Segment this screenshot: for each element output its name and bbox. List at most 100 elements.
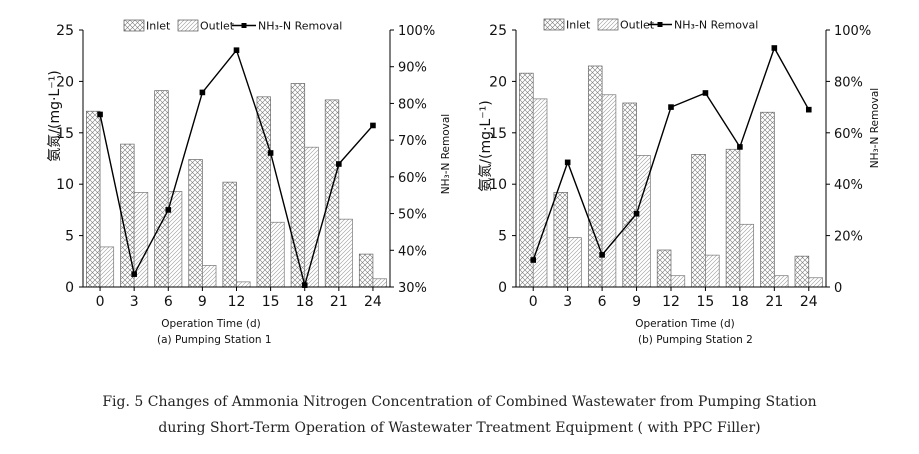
y-tick-label: 5 bbox=[498, 229, 507, 245]
y-tick-label: 10 bbox=[56, 177, 74, 193]
removal-marker-day-3 bbox=[564, 159, 571, 166]
bar-outlet-day-15 bbox=[705, 254, 720, 288]
x-tick-label: 24 bbox=[800, 294, 818, 310]
bar-outlet-day-12 bbox=[236, 281, 251, 288]
y-axis-title: 氨氮/(mg·L⁻¹) bbox=[47, 70, 63, 161]
x-axis-title: Operation Time (d) bbox=[161, 318, 260, 330]
x-tick-label: 15 bbox=[697, 294, 715, 310]
x-tick-label: 0 bbox=[529, 294, 538, 310]
x-tick-label: 15 bbox=[262, 294, 280, 310]
removal-marker-day-15 bbox=[267, 150, 274, 156]
removal-marker-day-0 bbox=[97, 111, 103, 118]
x-tick-label: 21 bbox=[765, 294, 783, 310]
y2-tick-label: 100% bbox=[834, 24, 871, 39]
bar-inlet-day-15 bbox=[256, 96, 271, 288]
legend-label-outlet: Outlet bbox=[620, 19, 655, 32]
removal-marker-day-6 bbox=[165, 207, 172, 213]
panel-subtitle: (a) Pumping Station 1 bbox=[157, 334, 272, 346]
y-tick-label: 25 bbox=[56, 23, 74, 39]
x-tick-label: 18 bbox=[296, 294, 314, 310]
bar-inlet-day-21 bbox=[324, 99, 340, 288]
bar-inlet-day-9 bbox=[622, 102, 637, 288]
legend-swatch-inlet bbox=[543, 18, 565, 31]
bar-inlet-day-18 bbox=[725, 148, 741, 288]
bar-inlet-day-24 bbox=[358, 253, 374, 288]
removal-marker-day-6 bbox=[599, 252, 605, 258]
legend-label-outlet: Outlet bbox=[200, 20, 235, 33]
bar-outlet-day-9 bbox=[636, 155, 651, 288]
y-tick-label: 5 bbox=[65, 229, 74, 245]
y2-tick-label: 60% bbox=[398, 171, 427, 186]
x-tick-label: 3 bbox=[130, 294, 139, 310]
bar-inlet-day-15 bbox=[691, 154, 706, 288]
removal-marker-day-9 bbox=[199, 89, 206, 96]
y2-axis-title: NH₃-N Removal bbox=[440, 114, 452, 194]
y2-tick-label: 40% bbox=[834, 178, 863, 193]
x-tick-label: 9 bbox=[198, 294, 207, 310]
y2-tick-label: 30% bbox=[398, 281, 427, 296]
removal-marker-day-3 bbox=[131, 271, 137, 277]
x-tick-label: 6 bbox=[598, 294, 607, 310]
x-axis-title: Operation Time (d) bbox=[635, 318, 734, 330]
y2-tick-label: 50% bbox=[398, 208, 427, 223]
legend-marker-removal bbox=[241, 23, 247, 28]
y-tick-label: 15 bbox=[489, 126, 507, 142]
bar-outlet-day-6 bbox=[601, 94, 617, 288]
bar-inlet-day-9 bbox=[188, 159, 203, 288]
bar-outlet-day-24 bbox=[808, 277, 823, 288]
bar-outlet-day-18 bbox=[304, 146, 319, 288]
y-tick-label: 10 bbox=[489, 177, 507, 193]
removal-marker-day-18 bbox=[737, 144, 743, 150]
bar-outlet-day-6 bbox=[167, 191, 183, 288]
y2-tick-label: 40% bbox=[398, 244, 427, 259]
y-tick-label: 15 bbox=[56, 126, 74, 142]
bar-outlet-day-21 bbox=[773, 275, 789, 288]
removal-marker-day-12 bbox=[233, 47, 240, 53]
legend-swatch-outlet bbox=[597, 18, 619, 31]
y2-tick-label: 0 bbox=[834, 281, 842, 296]
x-tick-label: 12 bbox=[662, 294, 680, 310]
x-tick-label: 21 bbox=[330, 294, 348, 310]
panel-subtitle: (b) Pumping Station 2 bbox=[638, 334, 753, 346]
legend-label-inlet: Inlet bbox=[566, 19, 591, 32]
x-tick-label: 24 bbox=[364, 294, 382, 310]
y2-tick-label: 100% bbox=[398, 24, 435, 39]
removal-marker-day-21 bbox=[336, 161, 342, 167]
bar-inlet-day-21 bbox=[760, 111, 775, 288]
bar-outlet-day-21 bbox=[338, 218, 353, 288]
y2-axis-title: NH₃-N Removal bbox=[869, 88, 881, 168]
legend: Inlet Outlet NH₃-N Removal bbox=[543, 18, 758, 32]
x-tick-label: 9 bbox=[632, 294, 641, 310]
axes-layer: 0 5 10 15 20 25 30% 40% 50% 60% 70% 80% 90% 100% 0 3 6 9 1… bbox=[56, 23, 435, 310]
legend-label-removal: NH₃-N Removal bbox=[674, 19, 758, 32]
y-tick-label: 0 bbox=[65, 280, 74, 296]
figure-caption-line-2: during Short-Term Operation of Wastewate… bbox=[158, 420, 761, 436]
legend-swatch-outlet bbox=[177, 19, 199, 32]
x-tick-label: 6 bbox=[164, 294, 173, 310]
legend: Inlet Outlet NH₃-N Removal bbox=[123, 19, 342, 33]
y-tick-label: 20 bbox=[489, 74, 507, 90]
y2-tick-label: 20% bbox=[834, 230, 863, 245]
bars-layer bbox=[86, 83, 387, 288]
bar-inlet-day-12 bbox=[222, 181, 237, 288]
bar-outlet-day-3 bbox=[567, 237, 582, 288]
removal-line-layer bbox=[530, 45, 812, 263]
removal-marker-day-21 bbox=[771, 45, 778, 51]
bar-inlet-day-12 bbox=[656, 249, 672, 288]
y2-tick-label: 80% bbox=[834, 75, 863, 90]
bar-inlet-day-0 bbox=[519, 72, 534, 288]
removal-marker-day-15 bbox=[702, 90, 709, 96]
y2-tick-label: 80% bbox=[398, 97, 427, 112]
y-axis-title: 氨氮/(mg·L⁻¹) bbox=[478, 100, 494, 191]
removal-marker-day-24 bbox=[805, 106, 812, 113]
bar-inlet-day-24 bbox=[794, 255, 810, 288]
legend-label-inlet: Inlet bbox=[146, 20, 171, 33]
x-tick-label: 0 bbox=[96, 294, 105, 310]
y2-tick-label: 70% bbox=[398, 134, 427, 149]
removal-marker-day-24 bbox=[370, 122, 376, 129]
y-tick-label: 25 bbox=[489, 23, 507, 39]
removal-marker-day-9 bbox=[633, 210, 640, 217]
x-tick-label: 3 bbox=[563, 294, 572, 310]
bars-layer bbox=[519, 65, 823, 288]
